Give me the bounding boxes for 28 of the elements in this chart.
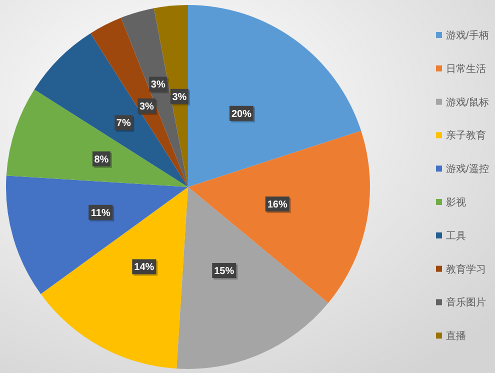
pie-slice [40, 187, 188, 369]
legend-label: 教育学习 [446, 263, 486, 276]
pie-slice [176, 187, 328, 369]
data-label: 3% [150, 80, 166, 91]
legend-label: 日常生活 [446, 62, 486, 75]
pie-slice [6, 89, 188, 187]
legend-label: 工具 [446, 230, 466, 242]
data-label: 8% [94, 154, 109, 166]
legend-label: 游戏/手柄 [446, 30, 489, 42]
data-label: 14% [134, 262, 154, 274]
legend-label: 影视 [446, 196, 466, 208]
data-label: 15% [214, 266, 234, 278]
data-label: 16% [267, 200, 288, 211]
data-label: 11% [90, 208, 110, 219]
data-label: 3% [139, 101, 154, 112]
legend-label: 亲子教育 [446, 130, 486, 142]
pie-slice [188, 130, 370, 304]
pie-slice [90, 18, 188, 187]
data-label: 3% [172, 92, 187, 103]
data-label: 7% [116, 118, 131, 130]
legend-label: 游戏/遥控 [446, 163, 489, 176]
data-label: 20% [231, 108, 252, 120]
pie-slice [188, 5, 362, 187]
legend-label: 直播 [446, 330, 466, 342]
legend-label: 游戏/鼠标 [446, 96, 489, 108]
pie-slice [6, 176, 188, 294]
pie-slice [34, 33, 188, 187]
legend-label: 音乐图片 [446, 296, 486, 309]
